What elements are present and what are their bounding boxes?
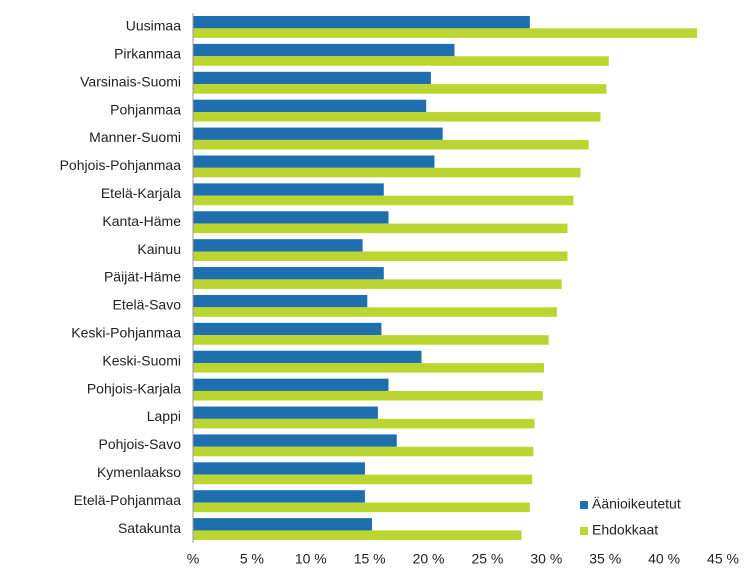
y-tick-label: Pohjois-Pohjanmaa: [60, 157, 182, 173]
legend-label: Äänioikeutetut: [592, 496, 681, 512]
bar: [193, 363, 544, 373]
bar: [193, 446, 534, 457]
bar: [193, 139, 589, 150]
x-tick-label: 45 %: [707, 551, 739, 567]
y-tick-label: Kainuu: [137, 241, 181, 257]
bar: [193, 43, 455, 57]
y-tick-label: Pohjois-Karjala: [87, 380, 181, 396]
bar: [193, 183, 384, 196]
bar: [193, 99, 427, 113]
bar: [193, 251, 568, 262]
y-tick-label: Etelä-Savo: [113, 297, 182, 313]
bar: [193, 418, 535, 429]
x-tick-label: 15 %: [354, 551, 386, 567]
y-tick-label: Etelä-Pohjanmaa: [74, 492, 182, 508]
x-tick-label: 40 %: [648, 551, 680, 567]
bar: [193, 56, 609, 66]
bar: [193, 530, 522, 540]
y-tick-label: Pirkanmaa: [114, 46, 181, 62]
bar: [193, 378, 389, 391]
y-tick-label: Pohjois-Savo: [99, 436, 182, 452]
bar: [193, 84, 607, 94]
x-tick-label: %: [187, 551, 199, 567]
bar: [193, 167, 581, 178]
y-tick-label: Manner-Suomi: [89, 129, 181, 145]
legend-swatch: [580, 501, 588, 509]
y-tick-label: Kanta-Häme: [102, 213, 181, 229]
bar: [193, 490, 365, 503]
bar: [193, 279, 562, 289]
bar: [193, 71, 431, 85]
bar: [193, 518, 373, 531]
bar: [193, 267, 384, 280]
bar: [193, 16, 530, 29]
bar: [193, 239, 363, 252]
y-tick-label: Varsinais-Suomi: [80, 73, 181, 89]
y-tick-label: Etelä-Karjala: [101, 185, 181, 201]
bar: [193, 155, 435, 168]
x-tick-label: 5 %: [240, 551, 264, 567]
bar: [193, 390, 543, 401]
bar: [193, 322, 382, 336]
y-tick-label: Kymenlaakso: [97, 464, 181, 480]
bar: [193, 350, 422, 364]
bar: [193, 28, 698, 38]
bar: [193, 112, 601, 122]
bar: [193, 307, 557, 317]
bar: [193, 127, 443, 140]
bar: [193, 462, 365, 475]
bar: [193, 434, 397, 447]
bar: [193, 502, 530, 513]
bar: [193, 223, 568, 234]
y-tick-label: Keski-Pohjanmaa: [71, 324, 181, 340]
bar: [193, 406, 378, 419]
bar: [193, 474, 533, 485]
x-tick-label: 10 %: [295, 551, 327, 567]
bar: [193, 335, 549, 345]
y-tick-label: Keski-Suomi: [102, 352, 181, 368]
y-tick-label: Päijät-Häme: [104, 269, 181, 285]
bar: [193, 195, 574, 206]
y-tick-label: Lappi: [147, 408, 181, 424]
bar: [193, 294, 368, 308]
legend-swatch: [580, 527, 588, 535]
bar: [193, 211, 389, 224]
x-tick-label: 25 %: [471, 551, 503, 567]
y-tick-label: Uusimaa: [126, 18, 181, 34]
x-tick-label: 35 %: [589, 551, 621, 567]
y-tick-label: Pohjanmaa: [110, 101, 181, 117]
legend-label: Ehdokkaat: [592, 522, 658, 538]
y-tick-label: Satakunta: [118, 520, 181, 536]
x-tick-label: 30 %: [530, 551, 562, 567]
x-tick-label: 20 %: [413, 551, 445, 567]
